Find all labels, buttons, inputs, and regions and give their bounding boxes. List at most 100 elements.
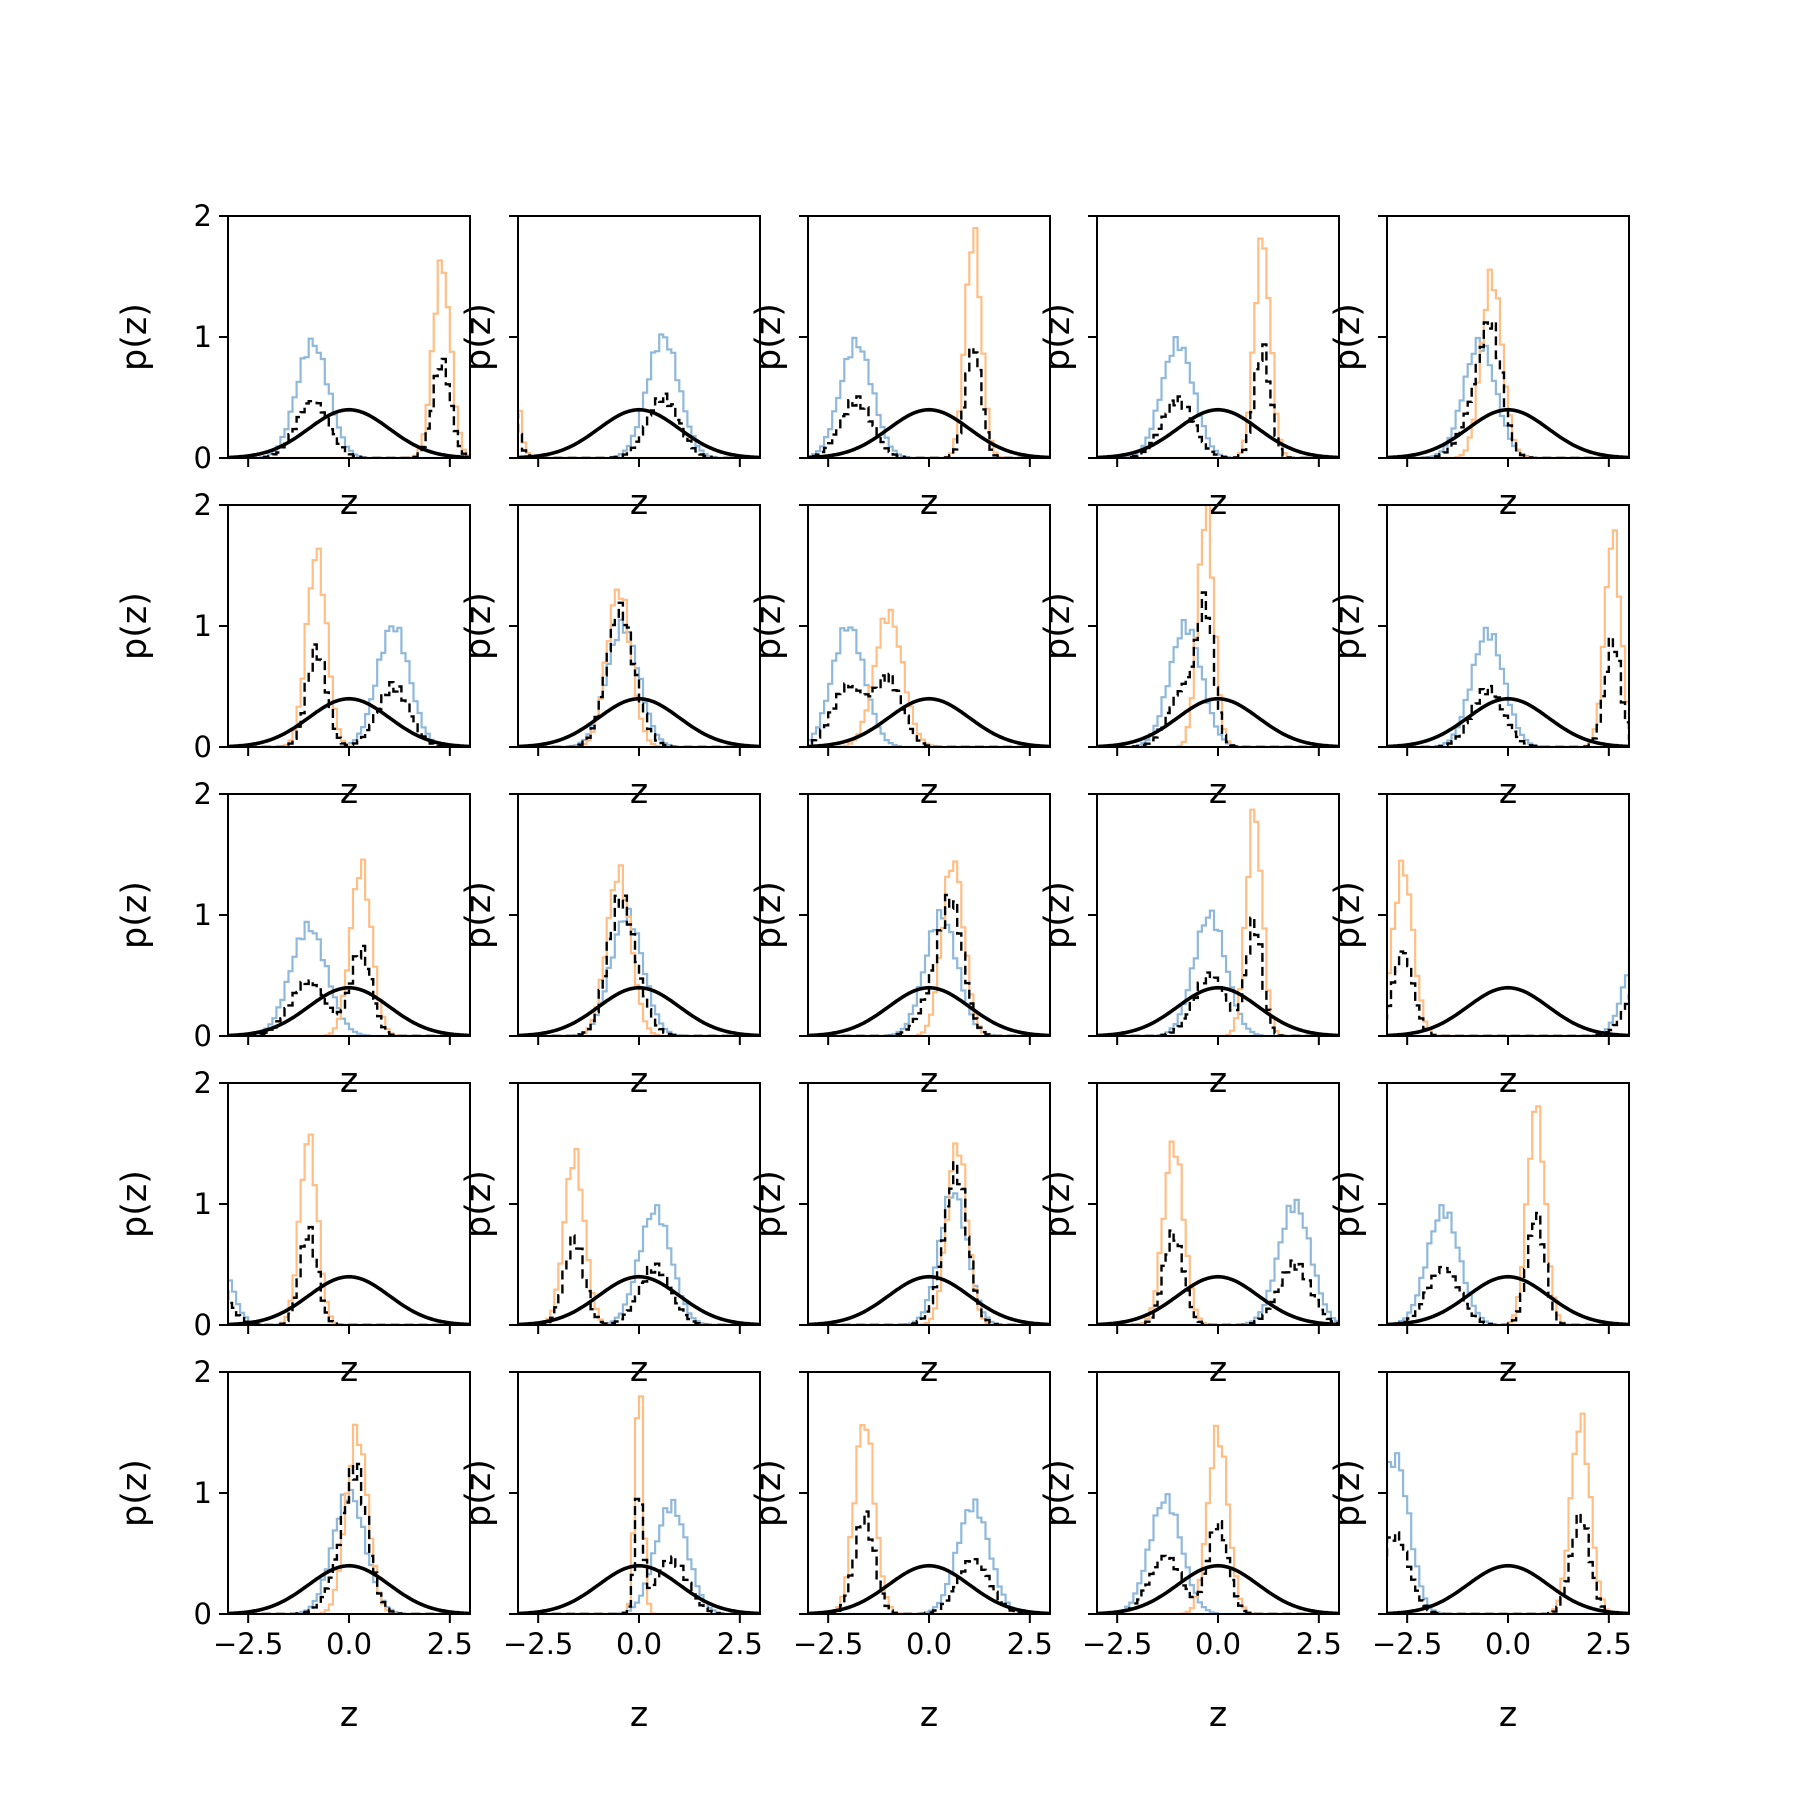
y-axis-label: p(z) xyxy=(459,881,499,949)
series-mixture xyxy=(1097,1229,1339,1325)
x-axis-label: z xyxy=(340,1061,358,1101)
subplot-2-5: z p(z) xyxy=(1328,504,1630,812)
y-axis-label: p(z) xyxy=(1328,592,1368,660)
subplot-3-2: z p(z) xyxy=(459,793,761,1101)
x-axis-label: z xyxy=(920,1350,938,1390)
series-prior-normal xyxy=(808,696,1050,747)
subplot-3-3: z p(z) xyxy=(749,793,1051,1101)
y-axis-label: p(z) xyxy=(749,592,789,660)
y-axis-label: p(z) xyxy=(459,1170,499,1238)
y-tick-label: 2 xyxy=(194,488,212,522)
x-axis-label: z xyxy=(1209,1695,1227,1735)
subplot-5-3: −2.5 0.0 2.5 z p(z) xyxy=(749,1371,1053,1735)
x-axis-label: z xyxy=(630,483,648,523)
x-tick-label: 0.0 xyxy=(616,1627,662,1661)
x-tick-label: −2.5 xyxy=(213,1627,283,1661)
y-tick-label: 1 xyxy=(194,1187,212,1221)
subplot-5-4: −2.5 0.0 2.5 z p(z) xyxy=(1038,1371,1342,1735)
series-prior-normal xyxy=(228,696,470,747)
x-axis-label: z xyxy=(340,772,358,812)
series-prior-normal xyxy=(1387,985,1629,1036)
y-tick-label: 0 xyxy=(194,1597,212,1631)
series-mixture xyxy=(518,1497,760,1614)
y-axis-label: p(z) xyxy=(115,303,155,371)
series-component-a xyxy=(1387,947,1629,1036)
series-component-b xyxy=(518,588,760,747)
plot-area xyxy=(228,547,470,747)
plot-area xyxy=(1387,1412,1629,1614)
x-tick-label: −2.5 xyxy=(1372,1627,1442,1661)
series-component-b xyxy=(808,1142,1050,1325)
subplot-1-3: z p(z) xyxy=(749,215,1051,523)
plot-area xyxy=(228,1423,470,1614)
y-axis-label: p(z) xyxy=(459,592,499,660)
y-tick-label: 1 xyxy=(194,609,212,643)
y-tick-label: 2 xyxy=(194,199,212,233)
y-axis-label: p(z) xyxy=(1038,881,1078,949)
x-tick-label: 0.0 xyxy=(1485,1627,1531,1661)
subplot-4-3: z p(z) xyxy=(749,1082,1051,1390)
series-component-b xyxy=(228,1133,470,1325)
series-component-b xyxy=(1097,237,1339,458)
x-axis-label: z xyxy=(920,772,938,812)
x-axis-label: z xyxy=(1209,483,1227,523)
x-axis-label: z xyxy=(1499,1061,1517,1101)
series-mixture xyxy=(228,357,470,458)
subplot-1-1: 0 1 2 z p(z) xyxy=(115,199,471,523)
series-mixture xyxy=(1097,591,1339,747)
subplot-3-1: 0 1 2 z p(z) xyxy=(115,777,471,1101)
x-axis-label: z xyxy=(630,1061,648,1101)
x-axis-label: z xyxy=(1499,1350,1517,1390)
series-prior-normal xyxy=(1387,696,1629,747)
plot-area xyxy=(808,608,1050,747)
x-axis-label: z xyxy=(340,1350,358,1390)
series-mixture xyxy=(808,1161,1050,1325)
series-component-a xyxy=(1097,1493,1339,1614)
plot-area xyxy=(228,858,470,1036)
y-axis-label: p(z) xyxy=(749,303,789,371)
x-tick-label: 2.5 xyxy=(1296,1627,1342,1661)
series-component-a xyxy=(1387,336,1629,458)
series-mixture xyxy=(518,1234,760,1325)
series-component-b xyxy=(1387,1412,1629,1614)
series-prior-normal xyxy=(518,985,760,1036)
plot-area xyxy=(1097,237,1339,458)
y-axis-label: p(z) xyxy=(115,1170,155,1238)
y-axis-label: p(z) xyxy=(1328,303,1368,371)
series-prior-normal xyxy=(1097,407,1339,458)
y-tick-label: 0 xyxy=(194,1019,212,1053)
series-component-a xyxy=(518,907,760,1036)
x-axis-label: z xyxy=(1209,1350,1227,1390)
x-axis-label: z xyxy=(630,772,648,812)
series-prior-normal xyxy=(808,407,1050,458)
series-mixture xyxy=(228,1225,470,1325)
y-axis-label: p(z) xyxy=(1328,881,1368,949)
series-component-a xyxy=(518,1498,760,1614)
subplot-4-5: z p(z) xyxy=(1328,1082,1630,1390)
series-component-b xyxy=(1097,808,1339,1036)
subplot-1-5: z p(z) xyxy=(1328,215,1630,523)
series-prior-normal xyxy=(1097,985,1339,1036)
x-axis-label: z xyxy=(1499,772,1517,812)
series-component-b xyxy=(228,547,470,747)
x-tick-label: 0.0 xyxy=(1195,1627,1241,1661)
series-mixture xyxy=(228,643,470,747)
y-tick-label: 1 xyxy=(194,1476,212,1510)
series-mixture xyxy=(1097,1520,1339,1614)
subplot-3-5: z p(z) xyxy=(1328,793,1630,1101)
x-tick-label: 0.0 xyxy=(326,1627,372,1661)
series-component-a xyxy=(1387,1452,1629,1614)
y-axis-label: p(z) xyxy=(459,1459,499,1527)
subplot-2-3: z p(z) xyxy=(749,504,1051,812)
series-prior-normal xyxy=(228,407,470,458)
y-axis-label: p(z) xyxy=(1328,1459,1368,1527)
subplot-2-4: z p(z) xyxy=(1038,504,1340,812)
series-mixture xyxy=(1097,343,1339,458)
y-tick-label: 0 xyxy=(194,730,212,764)
series-component-a xyxy=(1097,1198,1339,1325)
series-prior-normal xyxy=(518,407,760,458)
y-axis-label: p(z) xyxy=(749,881,789,949)
series-prior-normal xyxy=(808,985,1050,1036)
x-axis-label: z xyxy=(630,1695,648,1735)
series-component-a xyxy=(808,336,1050,458)
